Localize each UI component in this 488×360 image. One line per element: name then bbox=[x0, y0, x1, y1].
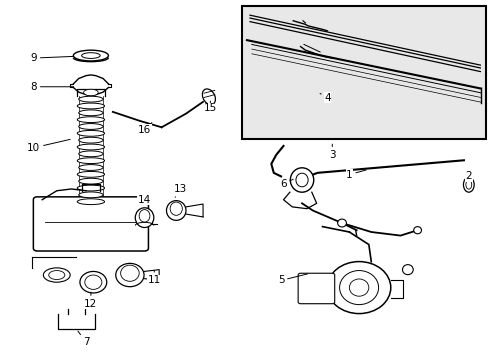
Text: 9: 9 bbox=[30, 53, 73, 63]
Text: 12: 12 bbox=[84, 292, 97, 309]
Ellipse shape bbox=[170, 202, 182, 215]
Ellipse shape bbox=[79, 123, 103, 129]
Ellipse shape bbox=[49, 271, 65, 279]
Ellipse shape bbox=[84, 275, 102, 289]
FancyBboxPatch shape bbox=[298, 273, 334, 304]
Ellipse shape bbox=[463, 177, 473, 192]
Text: 10: 10 bbox=[27, 139, 70, 153]
Ellipse shape bbox=[337, 219, 346, 227]
Text: 14: 14 bbox=[138, 195, 151, 208]
Text: 11: 11 bbox=[147, 271, 161, 285]
Ellipse shape bbox=[77, 130, 104, 136]
Text: 2: 2 bbox=[465, 171, 471, 181]
Ellipse shape bbox=[348, 279, 368, 296]
Ellipse shape bbox=[295, 173, 307, 187]
Text: 16: 16 bbox=[138, 123, 152, 135]
Text: 7: 7 bbox=[78, 331, 89, 347]
Ellipse shape bbox=[80, 271, 106, 293]
Ellipse shape bbox=[402, 265, 412, 275]
Text: 1: 1 bbox=[346, 170, 366, 180]
Ellipse shape bbox=[79, 151, 103, 157]
Text: 5: 5 bbox=[277, 274, 307, 285]
Ellipse shape bbox=[77, 199, 104, 204]
Ellipse shape bbox=[139, 210, 150, 222]
Text: 6: 6 bbox=[280, 179, 293, 189]
Ellipse shape bbox=[79, 96, 103, 102]
Ellipse shape bbox=[77, 185, 104, 191]
Ellipse shape bbox=[79, 110, 103, 116]
FancyBboxPatch shape bbox=[33, 197, 148, 251]
Ellipse shape bbox=[465, 180, 471, 189]
Ellipse shape bbox=[77, 103, 104, 109]
Bar bbox=[242, 6, 485, 139]
Ellipse shape bbox=[77, 171, 104, 177]
Ellipse shape bbox=[290, 168, 313, 192]
Ellipse shape bbox=[79, 165, 103, 170]
Ellipse shape bbox=[43, 268, 70, 282]
Ellipse shape bbox=[77, 144, 104, 150]
Text: 4: 4 bbox=[320, 93, 330, 103]
Ellipse shape bbox=[77, 158, 104, 163]
Ellipse shape bbox=[116, 264, 144, 287]
Ellipse shape bbox=[77, 117, 104, 122]
Ellipse shape bbox=[79, 137, 103, 143]
Ellipse shape bbox=[327, 262, 390, 314]
Ellipse shape bbox=[79, 192, 103, 198]
Text: 13: 13 bbox=[173, 184, 186, 197]
Ellipse shape bbox=[79, 178, 103, 184]
Ellipse shape bbox=[339, 271, 378, 305]
Ellipse shape bbox=[135, 208, 154, 228]
Ellipse shape bbox=[202, 89, 215, 105]
Ellipse shape bbox=[81, 53, 100, 58]
Text: 3: 3 bbox=[328, 144, 335, 160]
Ellipse shape bbox=[83, 89, 98, 96]
Text: 15: 15 bbox=[203, 101, 217, 113]
Text: 8: 8 bbox=[30, 82, 73, 92]
Ellipse shape bbox=[413, 226, 421, 234]
Ellipse shape bbox=[121, 265, 139, 281]
Ellipse shape bbox=[73, 50, 108, 61]
Ellipse shape bbox=[166, 201, 185, 220]
